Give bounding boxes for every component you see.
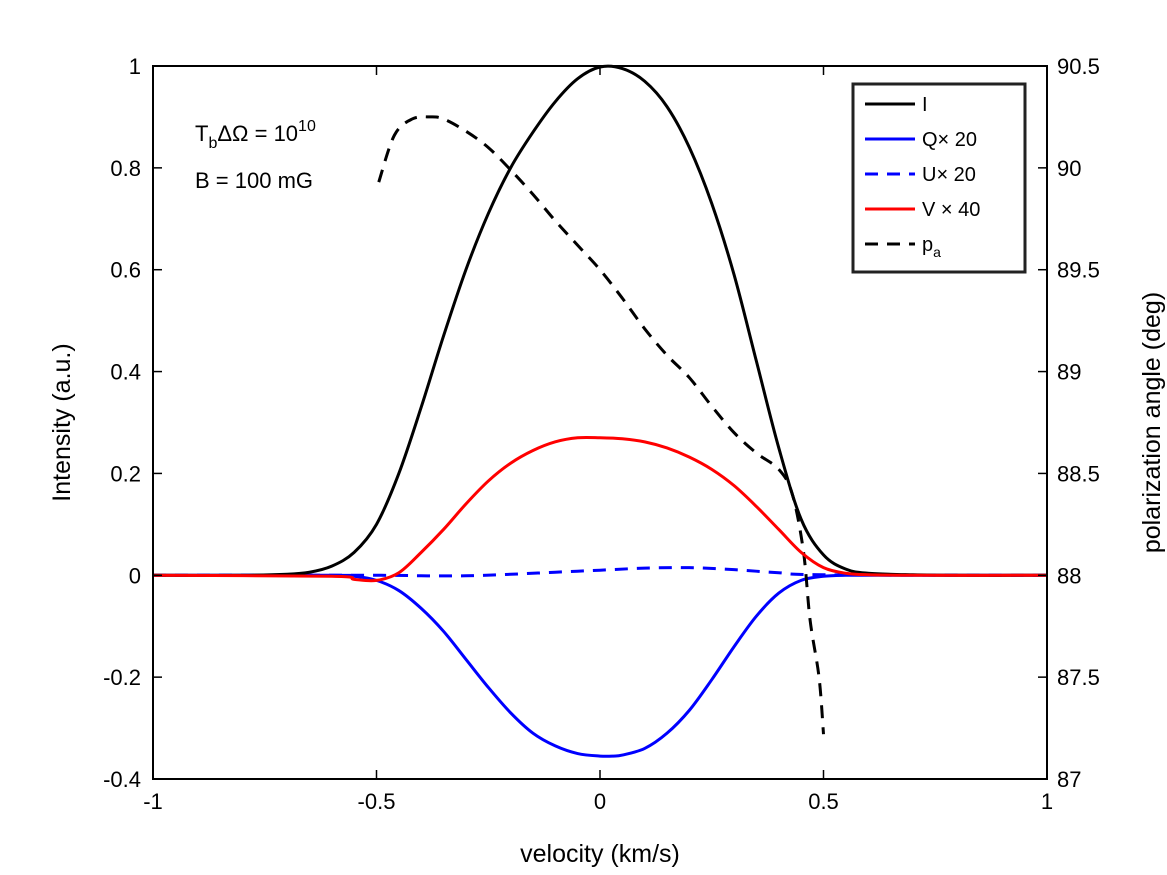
annotation-t-sub: b <box>208 135 217 152</box>
series-layer <box>152 64 1048 758</box>
y-axis-label: Intensity (a.u.) <box>48 343 76 501</box>
x-axis-label: velocity (km/s) <box>520 840 680 868</box>
series-line-q-20 <box>152 573 1047 758</box>
legend-box <box>851 82 1027 274</box>
y2-tick-label: 89.5 <box>1057 258 1100 283</box>
y2-tick-label: 88.5 <box>1057 461 1100 486</box>
y-tick-label: 0.8 <box>110 156 141 181</box>
x-tick-label: 1 <box>1041 789 1053 814</box>
legend-label: Q× 20 <box>922 129 977 151</box>
series-line-v-40 <box>152 435 1048 583</box>
y2-tick-label: 87.5 <box>1057 665 1100 690</box>
y-tick-label: -0.4 <box>103 767 141 792</box>
x-tick-label: 0 <box>594 789 606 814</box>
y-tick-label: 0.4 <box>110 360 141 385</box>
annotation-line-1: TbΔΩ = 1010 <box>195 118 316 152</box>
series-line-i <box>152 64 1048 577</box>
legend-label: pa <box>922 234 941 260</box>
y-tick-label: 0.2 <box>110 461 141 486</box>
y-tick-label: -0.2 <box>103 665 141 690</box>
y2-axis-label: polarization angle (deg) <box>1138 292 1166 553</box>
legend-label: V × 40 <box>922 199 980 221</box>
ticks-layer: -1 -0.5 0 0.5 1-0.4-0.200.20.40.60.818787.58… <box>103 54 1100 814</box>
y2-tick-label: 89 <box>1057 360 1081 385</box>
series-line-u-20 <box>152 566 1048 578</box>
y-tick-label: 1 <box>129 54 141 79</box>
y-tick-label: 0 <box>129 563 141 588</box>
annotation-mid: ΔΩ = 10 <box>217 121 298 146</box>
x-tick-label: -0.5 <box>358 789 396 814</box>
y2-tick-label: 87 <box>1057 767 1081 792</box>
x-tick-label: -1 <box>143 789 163 814</box>
series-line-p-a <box>377 115 825 735</box>
legend-label: U× 20 <box>922 164 976 186</box>
y-tick-label: 0.6 <box>110 258 141 283</box>
y2-tick-label: 90.5 <box>1057 54 1100 79</box>
annotation-sup: 10 <box>298 118 316 135</box>
y2-tick-label: 90 <box>1057 156 1081 181</box>
legend-items: I Q× 20 U× 20 V × 40 pa <box>865 94 980 260</box>
annotation-t: T <box>195 121 208 146</box>
y2-tick-label: 88 <box>1057 563 1081 588</box>
x-tick-label: 0.5 <box>808 789 839 814</box>
annotation-line-2: B = 100 mG <box>195 168 313 193</box>
legend: I Q× 20 U× 20 V × 40 pa <box>851 82 1027 274</box>
legend-label: I <box>922 94 928 116</box>
